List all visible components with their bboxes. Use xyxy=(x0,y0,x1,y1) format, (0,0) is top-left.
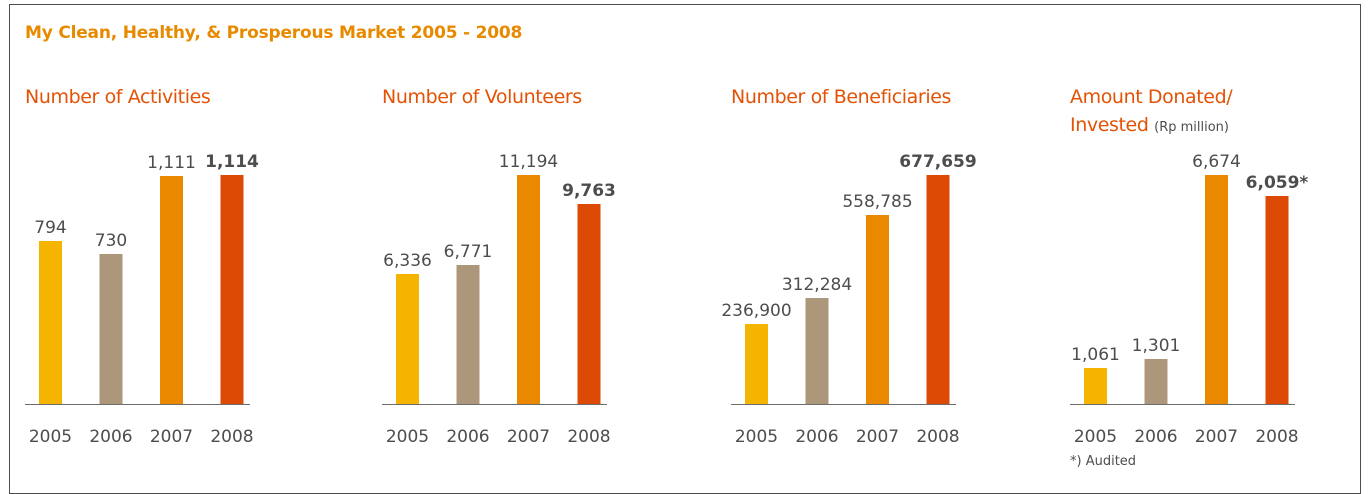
page-title: My Clean, Healthy, & Prosperous Market 2… xyxy=(25,23,523,43)
year-tick-label-2006: 2006 xyxy=(89,427,132,447)
panel-title-text: Number of Activities xyxy=(25,86,211,108)
chart-panel-volunteers: Number of Volunteers 6,336 2005 6,771 2006 1… xyxy=(382,0,722,481)
value-label-2008: 1,114 xyxy=(205,152,259,172)
panel-title-unit: (Rp million) xyxy=(1154,120,1229,135)
value-label-2006: 1,301 xyxy=(1132,336,1181,356)
value-label-2005: 1,061 xyxy=(1071,345,1120,365)
value-label-2005: 236,900 xyxy=(721,301,791,321)
bar-2007 xyxy=(1205,175,1228,404)
bar-2006 xyxy=(805,298,829,404)
year-tick-label-2008: 2008 xyxy=(916,427,959,447)
value-label-2005: 6,336 xyxy=(383,251,432,271)
value-label-2008: 677,659 xyxy=(899,152,976,172)
year-tick-label-2007: 2007 xyxy=(507,427,550,447)
bar-2008 xyxy=(926,175,950,404)
panel-title-text: Amount Donated/ Invested xyxy=(1070,86,1233,136)
year-tick-label-2005: 2005 xyxy=(735,427,778,447)
year-tick-label-2008: 2008 xyxy=(567,427,610,447)
bar-2007 xyxy=(160,176,183,404)
bar-chart-volunteers: 6,336 2005 6,771 2006 11,194 2007 9,763 2008 xyxy=(382,152,616,447)
chart-panel-beneficiaries: Number of Beneficiaries 236,900 2005 312,2… xyxy=(721,0,1071,481)
year-tick-label-2008: 2008 xyxy=(210,427,253,447)
footnote-audited: *) Audited xyxy=(1070,454,1137,469)
year-tick-label-2005: 2005 xyxy=(1074,427,1117,447)
bar-2008 xyxy=(220,175,244,404)
bar-2005 xyxy=(745,324,768,404)
year-tick-label-2007: 2007 xyxy=(150,427,193,447)
panel-title-text: Number of Beneficiaries xyxy=(731,86,951,108)
value-label-2006: 312,284 xyxy=(782,275,852,295)
panel-title-amount-donated: Amount Donated/ Invested (Rp million) xyxy=(1070,83,1280,142)
bar-2007 xyxy=(866,215,889,404)
bar-chart-beneficiaries: 236,900 2005 312,284 2006 558,785 2007 677,659… xyxy=(721,152,976,447)
chart-panel-activities: Number of Activities 794 2005 730 2006 1,111… xyxy=(25,0,365,481)
bar-2005 xyxy=(39,241,62,404)
value-label-2007: 558,785 xyxy=(842,192,912,212)
bar-chart-amount-donated: 1,061 2005 1,301 2006 6,674 2007 6,059* 2008 xyxy=(1070,152,1309,447)
value-label-2006: 6,771 xyxy=(444,242,493,262)
bar-2008 xyxy=(577,204,601,404)
year-tick-label-2006: 2006 xyxy=(1134,427,1177,447)
chart-panel-amount-donated: Amount Donated/ Invested (Rp million) 1,… xyxy=(1070,0,1371,481)
bar-2006 xyxy=(1144,359,1168,404)
panel-title-volunteers: Number of Volunteers xyxy=(382,83,582,111)
value-label-2005: 794 xyxy=(34,218,66,238)
bar-2006 xyxy=(99,254,123,404)
year-tick-label-2005: 2005 xyxy=(29,427,72,447)
bar-2005 xyxy=(1084,368,1107,404)
bar-2007 xyxy=(517,175,540,404)
bar-2008 xyxy=(1265,196,1289,404)
value-label-2008: 6,059* xyxy=(1246,173,1309,193)
value-label-2008: 9,763 xyxy=(562,181,616,201)
year-tick-label-2007: 2007 xyxy=(1195,427,1238,447)
panel-title-text: Number of Volunteers xyxy=(382,86,582,108)
bar-2006 xyxy=(456,265,480,404)
value-label-2007: 6,674 xyxy=(1192,152,1241,172)
year-tick-label-2006: 2006 xyxy=(795,427,838,447)
value-label-2007: 1,111 xyxy=(147,153,196,173)
year-tick-label-2005: 2005 xyxy=(386,427,429,447)
panel-title-beneficiaries: Number of Beneficiaries xyxy=(731,83,951,111)
year-tick-label-2007: 2007 xyxy=(856,427,899,447)
panel-title-activities: Number of Activities xyxy=(25,83,211,111)
bar-chart-activities: 794 2005 730 2006 1,111 2007 1,114 2008 xyxy=(25,152,259,447)
year-tick-label-2006: 2006 xyxy=(446,427,489,447)
value-label-2006: 730 xyxy=(95,231,127,251)
value-label-2007: 11,194 xyxy=(499,152,558,172)
year-tick-label-2008: 2008 xyxy=(1255,427,1298,447)
bar-2005 xyxy=(396,274,419,404)
